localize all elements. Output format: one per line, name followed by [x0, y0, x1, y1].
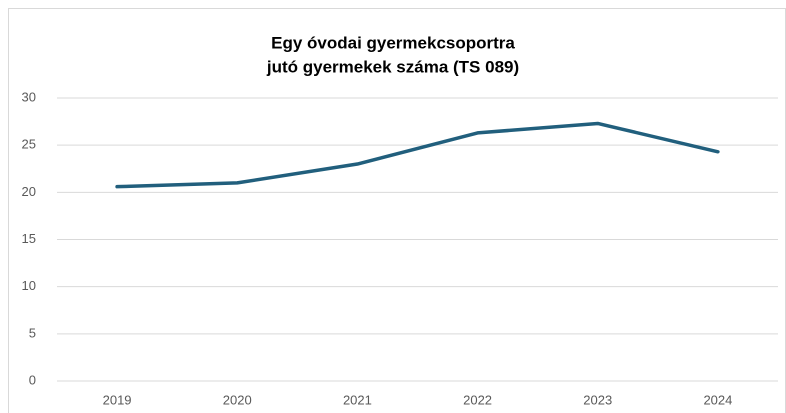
y-tick-label: 10 — [22, 278, 36, 293]
data-line — [115, 121, 720, 189]
y-tick-label: 15 — [22, 231, 36, 246]
x-tick-label: 2022 — [463, 392, 492, 407]
y-tick-label: 5 — [29, 325, 36, 340]
x-tick-label: 2020 — [223, 392, 252, 407]
chart-title: Egy óvodai gyermekcsoportra — [271, 33, 515, 52]
x-tick-label: 2019 — [103, 392, 132, 407]
y-tick-label: 30 — [22, 89, 36, 104]
x-tick-label: 2024 — [703, 392, 732, 407]
y-tick-label: 0 — [29, 372, 36, 387]
x-tick-label: 2023 — [583, 392, 612, 407]
x-tick-label: 2021 — [343, 392, 372, 407]
y-tick-label: 20 — [22, 184, 36, 199]
chart-title: jutó gyermekek száma (TS 089) — [266, 57, 519, 76]
y-tick-label: 25 — [22, 137, 36, 152]
